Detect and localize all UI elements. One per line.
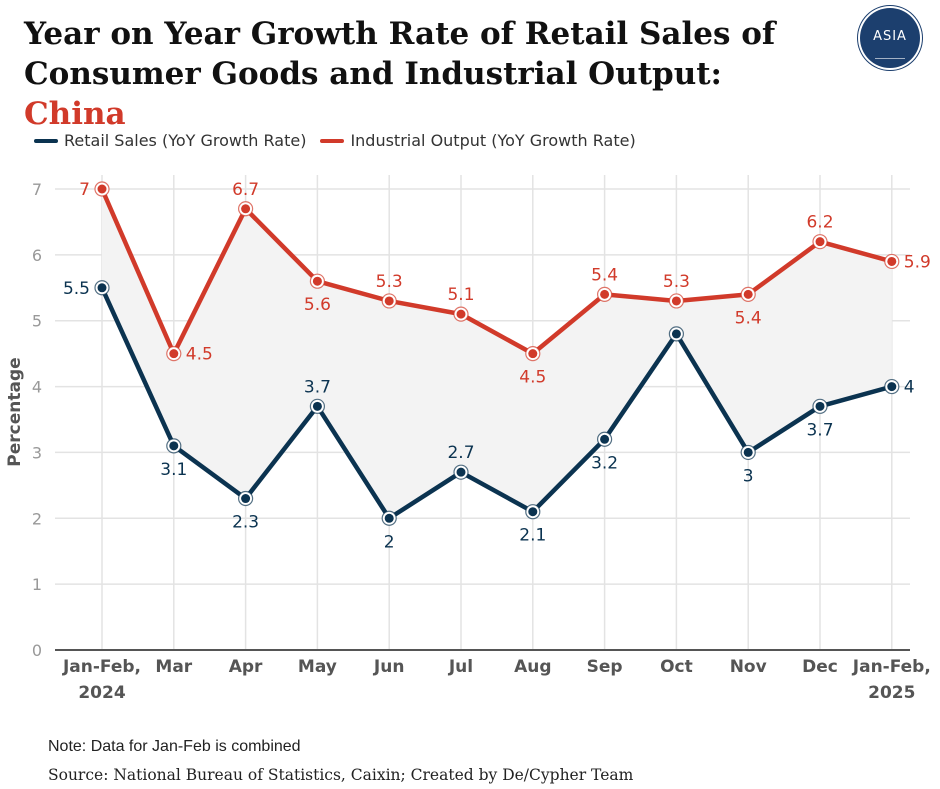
industrial-point — [456, 309, 466, 319]
industrial-data-label: 5.4 — [591, 265, 618, 285]
legend-label-retail: Retail Sales (YoY Growth Rate) — [64, 131, 307, 150]
industrial-data-label: 4.5 — [519, 368, 546, 388]
chart-title-main: Year on Year Growth Rate of Retail Sales… — [24, 16, 776, 92]
industrial-point — [887, 256, 897, 266]
retail-data-label: 5.5 — [63, 279, 90, 299]
legend-swatch-industrial — [320, 138, 345, 143]
x-tick-label: Jul — [448, 657, 473, 677]
retail-data-label: 3.1 — [160, 460, 187, 480]
retail-data-label: 3.2 — [591, 453, 618, 473]
industrial-point — [384, 296, 394, 306]
industrial-line — [99, 186, 895, 356]
retail-data-label: 2.3 — [232, 513, 259, 533]
y-tick-label: 7 — [32, 180, 42, 199]
industrial-point — [241, 204, 251, 214]
legend-item-industrial: Industrial Output (YoY Growth Rate) — [320, 131, 636, 150]
industrial-data-label: 6.7 — [232, 180, 259, 200]
x-tick-label: Apr — [229, 657, 263, 677]
industrial-point — [169, 349, 179, 359]
y-tick-label: 4 — [32, 378, 42, 397]
retail-data-label: 3 — [743, 466, 754, 486]
x-tick-label: 2024 — [78, 683, 125, 703]
retail-data-label: 3.7 — [304, 377, 331, 397]
x-tick-label: Mar — [155, 657, 192, 677]
industrial-point — [600, 289, 610, 299]
x-tick-label: May — [298, 657, 337, 677]
industrial-data-label: 5.4 — [735, 308, 762, 328]
industrial-data-label: 6.2 — [806, 213, 833, 233]
x-tick-label: Jan-Feb, — [852, 657, 931, 677]
x-tick-label: Dec — [802, 657, 838, 677]
y-tick-label: 0 — [32, 641, 42, 660]
retail-data-label: 2.1 — [519, 526, 546, 546]
x-tick-label: 2025 — [868, 683, 915, 703]
legend-item-retail: Retail Sales (YoY Growth Rate) — [34, 131, 306, 150]
retail-point — [456, 467, 466, 477]
retail-data-label: 2.7 — [447, 443, 474, 463]
industrial-data-label: 5.1 — [447, 285, 474, 305]
industrial-point — [97, 184, 107, 194]
industrial-point — [312, 276, 322, 286]
logo-underline — [875, 58, 905, 59]
industrial-data-label: 7 — [79, 180, 90, 200]
retail-point — [169, 441, 179, 451]
retail-point — [241, 494, 251, 504]
y-tick-label: 3 — [32, 443, 42, 462]
chart-title-highlight: China — [24, 96, 126, 132]
x-tick-label: Jun — [373, 657, 405, 677]
x-tick-label: Jan-Feb, — [62, 657, 141, 677]
y-tick-label: 6 — [32, 246, 42, 265]
retail-point — [528, 507, 538, 517]
gap-area — [102, 189, 892, 519]
industrial-data-label: 5.3 — [663, 272, 690, 292]
industrial-data-label: 5.9 — [904, 252, 931, 272]
note-text: Note: Data for Jan-Feb is combined — [48, 738, 301, 755]
industrial-data-label: 5.6 — [304, 295, 331, 315]
retail-data-label: 3.7 — [806, 420, 833, 440]
y-axis-title: Percentage — [5, 357, 25, 466]
y-tick-label: 2 — [32, 509, 42, 528]
industrial-point — [815, 237, 825, 247]
x-tick-label: Sep — [587, 657, 623, 677]
legend-label-industrial: Industrial Output (YoY Growth Rate) — [350, 131, 636, 150]
chart-legend: Retail Sales (YoY Growth Rate) Industria… — [34, 131, 650, 150]
industrial-point — [671, 296, 681, 306]
retail-data-label: 4 — [904, 378, 915, 398]
y-tick-label: 5 — [32, 312, 42, 331]
retail-point — [671, 329, 681, 339]
chart-notes: Note: Data for Jan-Feb is combined Sourc… — [48, 733, 633, 789]
retail-line — [99, 285, 895, 521]
retail-point — [384, 513, 394, 523]
retail-point — [815, 401, 825, 411]
y-tick-label: 1 — [32, 575, 42, 594]
x-tick-label: Aug — [514, 657, 551, 677]
line-chart: 0 1 2 3 4 5 6 7 Percentage Jan-Feb, 2024 Mar Apr May J… — [5, 175, 931, 703]
industrial-point — [528, 349, 538, 359]
logo-text: ASIA — [873, 28, 907, 44]
retail-point — [600, 434, 610, 444]
retail-point — [97, 283, 107, 293]
industrial-data-label: 4.5 — [186, 345, 213, 365]
industrial-data-label: 5.3 — [376, 272, 403, 292]
source-text: Source: National Bureau of Statistics, C… — [48, 766, 634, 784]
retail-data-label: 2 — [384, 532, 395, 552]
retail-point — [312, 401, 322, 411]
legend-swatch-retail — [34, 138, 58, 143]
x-tick-label: Oct — [660, 657, 693, 677]
industrial-point — [743, 289, 753, 299]
asia-logo: ASIA — [860, 8, 920, 68]
retail-point — [887, 382, 897, 392]
chart-title: Year on Year Growth Rate of Retail Sales… — [24, 14, 824, 134]
x-tick-label: Nov — [730, 657, 767, 677]
retail-point — [743, 447, 753, 457]
